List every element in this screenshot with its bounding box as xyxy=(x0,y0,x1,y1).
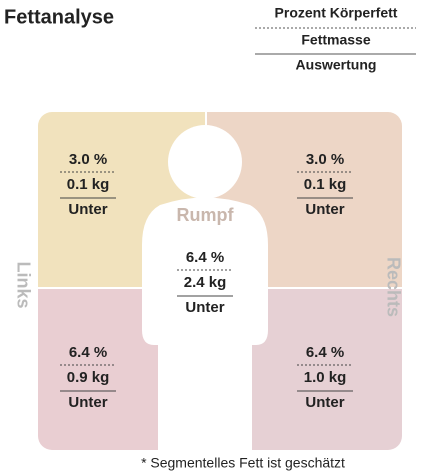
segment-name: Rumpf xyxy=(177,205,235,225)
side-label: Links xyxy=(13,261,33,308)
body-map xyxy=(38,112,402,450)
fat-mass: 0.1 kg xyxy=(304,176,347,193)
legend-item: Fettmasse xyxy=(301,32,370,48)
rating: Unter xyxy=(68,394,107,411)
side-label: Rechts xyxy=(383,257,403,317)
title: Fettanalyse xyxy=(4,6,114,28)
legend-item: Prozent Körperfett xyxy=(275,5,398,21)
fat-percent: 6.4 % xyxy=(186,249,224,266)
rating: Unter xyxy=(68,201,107,218)
fat-percent: 3.0 % xyxy=(69,151,107,168)
fat-mass: 2.4 kg xyxy=(184,274,227,291)
rating: Unter xyxy=(305,394,344,411)
fat-mass: 0.9 kg xyxy=(67,369,110,386)
legend-item: Auswertung xyxy=(296,57,377,73)
fat-mass: 0.1 kg xyxy=(67,176,110,193)
footnote: * Segmentelles Fett ist geschätzt xyxy=(141,455,345,471)
fat-percent: 6.4 % xyxy=(69,344,107,361)
legend: Prozent Körperfett Fettmasse Auswertung xyxy=(255,5,416,73)
rating: Unter xyxy=(185,299,224,316)
fat-percent: 6.4 % xyxy=(306,344,344,361)
rating: Unter xyxy=(305,201,344,218)
fat-mass: 1.0 kg xyxy=(304,369,347,386)
silhouette xyxy=(142,125,268,450)
fat-percent: 3.0 % xyxy=(306,151,344,168)
